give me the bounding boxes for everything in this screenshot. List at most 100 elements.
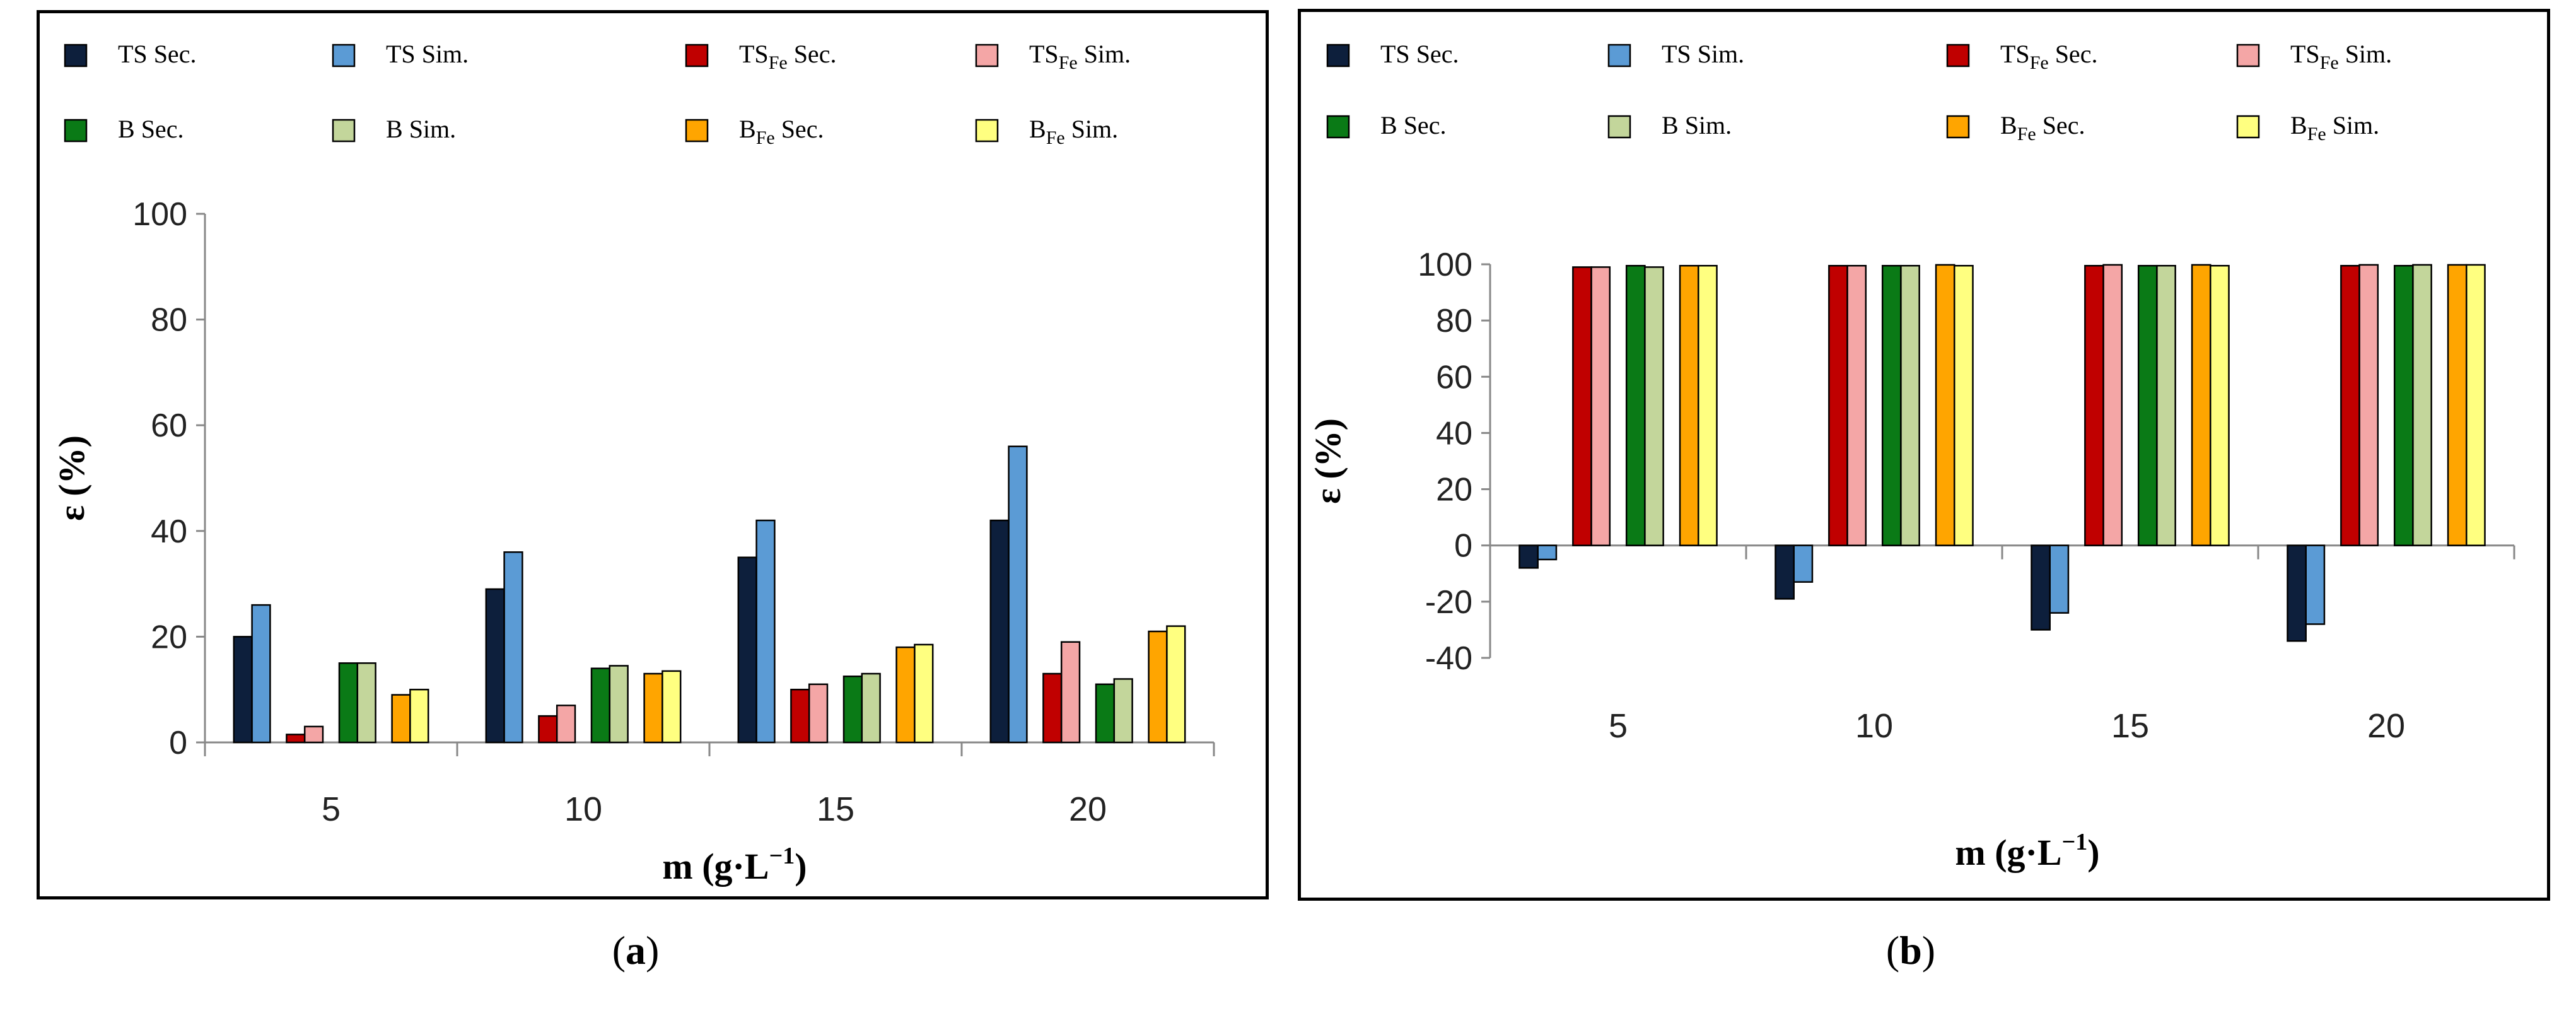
bar-bfe-sec-5 [391, 694, 411, 744]
bar-tsfe-sim-10 [556, 705, 576, 744]
legend-swatch [64, 44, 88, 67]
bar-tsfe-sim-5 [303, 725, 324, 744]
y-tick-label: 100 [1418, 247, 1472, 283]
bar-ts-sec-15 [2031, 544, 2051, 631]
legend-label: BFe Sec. [2000, 111, 2085, 144]
legend-label: B Sim. [386, 115, 456, 143]
bar-ts-sim-20 [2305, 544, 2326, 625]
legend-swatch [332, 44, 356, 67]
y-tick-label: 100 [132, 196, 187, 233]
y-tick-label: 80 [151, 302, 187, 339]
x-category-label: 5 [1609, 707, 1628, 745]
bar-bfe-sim-15 [2210, 264, 2230, 546]
bar-tsfe-sim-5 [1590, 266, 1611, 546]
bar-tsfe-sec-10 [538, 715, 558, 744]
bar-b-sim-10 [1900, 264, 1920, 546]
y-tick-label: 80 [1436, 303, 1472, 339]
bar-ts-sim-15 [2049, 544, 2070, 614]
chart-panel-a: 0 20 40 60 80 100 5 10 15 20 ε (%) m (g·L−1) TS Sec.… [37, 10, 1269, 899]
legend-label: B Sim. [1662, 111, 1732, 139]
legend-swatch [1946, 44, 1970, 67]
bar-bfe-sec-20 [1148, 630, 1168, 744]
legend-swatch [2236, 44, 2260, 67]
legend-label: BFe Sim. [1029, 115, 1118, 148]
bar-tsfe-sec-5 [1572, 266, 1592, 546]
chart-b-svg: -40 -20 0 20 40 60 80 100 5 10 15 20 ε (%) m (g·L−1) T… [1307, 40, 2515, 873]
bar-b-sim-15 [861, 672, 881, 744]
legend-label: TS Sim. [1662, 40, 1744, 68]
y-tick-label: 0 [1454, 528, 1472, 565]
bar-tsfe-sec-15 [790, 688, 810, 744]
bar-tsfe-sec-15 [2084, 264, 2104, 546]
bar-b-sim-20 [1113, 678, 1133, 744]
bar-tsfe-sim-15 [2102, 264, 2123, 546]
bar-ts-sec-10 [485, 588, 505, 744]
bar-bfe-sim-5 [1698, 264, 1718, 546]
bar-b-sec-5 [1625, 264, 1646, 546]
bar-bfe-sec-5 [1679, 264, 1699, 546]
legend-swatch [975, 44, 999, 67]
bar-b-sim-15 [2156, 264, 2176, 546]
bar-ts-sim-20 [1008, 445, 1028, 744]
y-tick-label: 40 [151, 513, 187, 550]
legend-label: TS Sim. [386, 40, 469, 68]
x-axis-title: m (g·L−1) [662, 843, 807, 887]
bar-bfe-sec-10 [643, 672, 663, 744]
y-tick-label: 0 [169, 725, 187, 761]
x-category-label: 10 [1855, 707, 1893, 745]
chart-panel-b: -40 -20 0 20 40 60 80 100 5 10 15 20 ε (%) m (g·L−1) T… [1298, 9, 2550, 901]
bar-bfe-sec-20 [2447, 264, 2468, 546]
legend-swatch [332, 119, 356, 143]
bar-bfe-sim-20 [1166, 625, 1186, 744]
bar-ts-sim-15 [755, 519, 776, 744]
legend-label: TS Sec. [1380, 40, 1459, 68]
x-category-label: 20 [2367, 707, 2405, 745]
legend-label: TSFe Sim. [2290, 40, 2392, 73]
legend-swatch [685, 44, 709, 67]
bar-ts-sim-10 [503, 551, 523, 744]
y-axis-title: ε (%) [51, 435, 92, 521]
y-tick-label: 60 [1436, 359, 1472, 395]
x-category-label: 15 [817, 790, 854, 828]
bar-ts-sec-5 [233, 636, 253, 744]
bar-ts-sim-5 [251, 604, 271, 744]
bar-b-sim-5 [356, 662, 376, 744]
caption-b-letter: b [1899, 928, 1922, 973]
legend-swatch [1326, 44, 1350, 67]
bar-bfe-sim-10 [661, 670, 682, 744]
caption-b: (b) [1885, 928, 1936, 973]
legend-swatch [1607, 115, 1631, 139]
bar-ts-sim-10 [1793, 544, 1814, 583]
bar-ts-sec-5 [1518, 544, 1539, 569]
x-category-label: 20 [1069, 790, 1107, 828]
bar-b-sim-5 [1644, 266, 1664, 546]
bar-tsfe-sim-15 [808, 683, 829, 744]
bar-tsfe-sim-20 [1060, 641, 1081, 744]
bar-ts-sec-20 [989, 519, 1010, 744]
x-axis-title: m (g·L−1) [1955, 829, 2099, 873]
bar-tsfe-sim-20 [2358, 264, 2379, 546]
bar-b-sec-10 [1881, 264, 1902, 546]
y-tick-label: -40 [1425, 640, 1472, 677]
bar-b-sim-10 [609, 665, 629, 744]
x-category-label: 15 [2111, 707, 2149, 745]
bar-bfe-sim-15 [914, 643, 934, 744]
bar-b-sec-20 [2393, 264, 2414, 546]
legend-label: TS Sec. [118, 40, 196, 68]
bar-b-sim-20 [2412, 264, 2432, 546]
legend-swatch [1946, 115, 1970, 139]
legend-label: BFe Sec. [739, 115, 824, 148]
legend-swatch [975, 119, 999, 143]
bar-bfe-sim-10 [1954, 264, 1974, 546]
legend-label: TSFe Sec. [2000, 40, 2097, 73]
bar-ts-sec-15 [737, 556, 757, 744]
bar-tsfe-sec-5 [286, 734, 306, 744]
legend-swatch [1607, 44, 1631, 67]
bar-tsfe-sec-20 [2340, 264, 2360, 546]
bar-ts-sec-20 [2287, 544, 2307, 642]
bar-bfe-sim-5 [409, 688, 429, 744]
x-category-label: 5 [322, 790, 341, 828]
y-tick-label: 40 [1436, 415, 1472, 452]
bar-tsfe-sec-20 [1042, 672, 1063, 744]
bar-tsfe-sec-10 [1828, 264, 1848, 546]
